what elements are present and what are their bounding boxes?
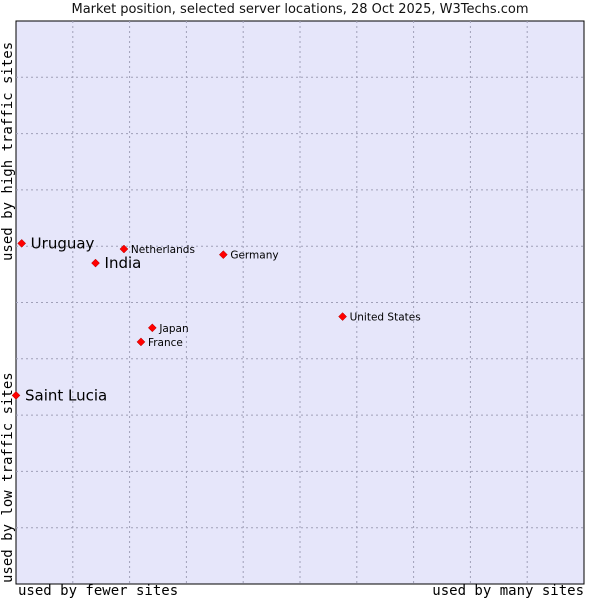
data-points: Uruguay India Saint Lucia Netherlands German…: [11, 234, 421, 404]
point-label: Saint Lucia: [25, 386, 107, 404]
point-marker: [136, 337, 146, 347]
point-marker: [91, 258, 100, 268]
data-point-saint-lucia: Saint Lucia: [11, 386, 107, 404]
x-axis-label-high: used by many sites: [432, 583, 584, 599]
point-marker: [119, 244, 129, 254]
point-label: Netherlands: [131, 244, 195, 256]
point-label: Uruguay: [31, 234, 95, 252]
data-point-uruguay: Uruguay: [17, 234, 95, 252]
point-marker: [147, 323, 157, 333]
data-point-netherlands: Netherlands: [119, 244, 195, 256]
x-axis-label-low: used by fewer sites: [18, 583, 179, 599]
data-point-india: India: [91, 254, 142, 272]
point-marker: [17, 239, 27, 248]
point-marker: [11, 391, 21, 400]
point-label: Japan: [158, 323, 188, 335]
y-axis-label-low: used by low traffic sites: [0, 372, 16, 583]
data-point-germany: Germany: [218, 250, 279, 262]
point-label: Germany: [230, 250, 278, 262]
point-marker: [338, 312, 347, 321]
point-label: India: [105, 254, 142, 272]
point-label: France: [148, 337, 183, 349]
grid-lines: [16, 21, 584, 584]
data-point-france: France: [136, 337, 183, 349]
point-label: United States: [350, 312, 421, 324]
y-axis-label-high: used by high traffic sites: [0, 41, 16, 261]
chart-title: Market position, selected server locatio…: [71, 2, 529, 17]
data-point-united-states: United States: [338, 312, 421, 324]
point-marker: [218, 250, 228, 259]
data-point-japan: Japan: [147, 323, 189, 335]
